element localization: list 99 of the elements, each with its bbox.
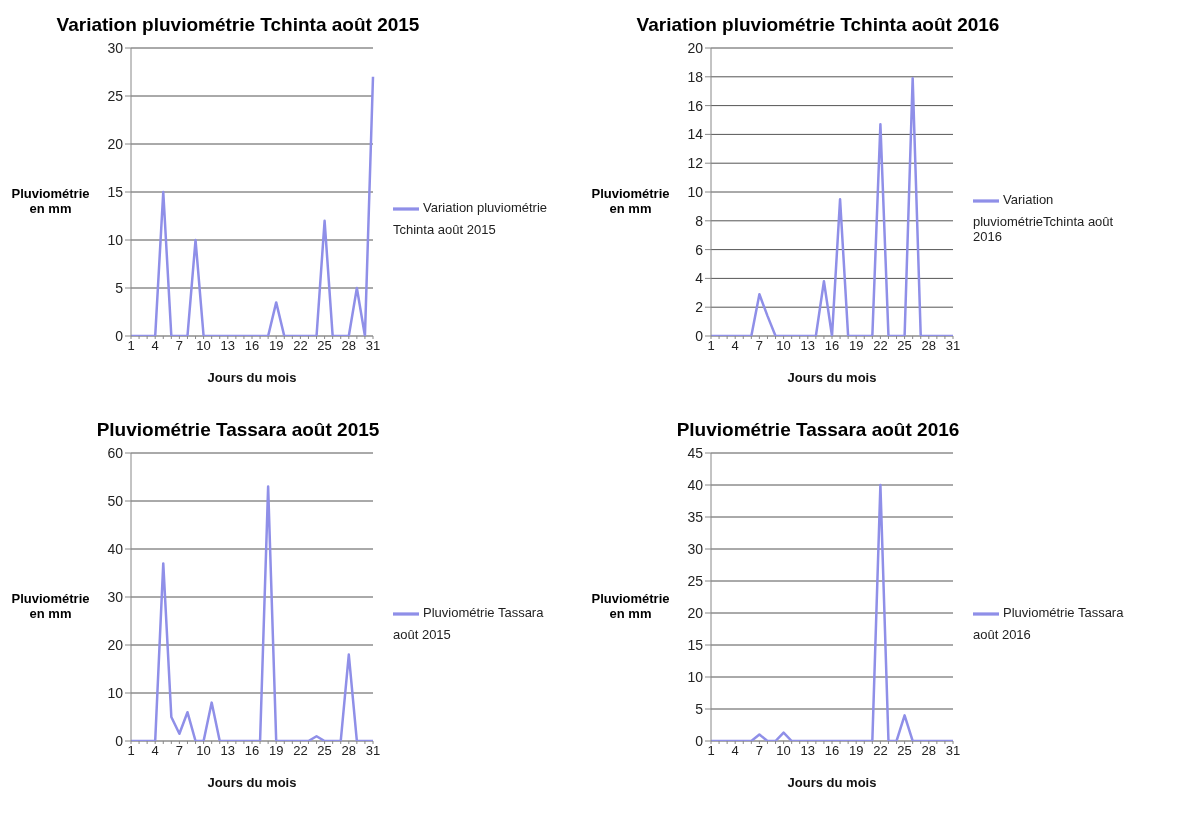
y-tick-label: 0: [695, 732, 704, 749]
legend-label: Pluviométrie Tassara août 2016: [973, 604, 1124, 642]
x-tick-label: 31: [945, 743, 961, 759]
x-tick-label: 1: [707, 743, 715, 759]
x-axis-title: Jours du mois: [207, 370, 297, 385]
y-axis-title: Pluviométrie en mm: [10, 186, 91, 216]
y-tick-label: 10: [107, 231, 124, 248]
x-tick-label: 28: [341, 338, 357, 354]
y-tick-label: 4: [695, 270, 704, 287]
y-axis-title: Pluviométrie en mm: [590, 591, 671, 621]
x-tick-label: 22: [293, 743, 308, 759]
y-tick-label: 12: [687, 155, 704, 172]
y-tick-label: 20: [687, 39, 704, 56]
x-tick-label: 7: [755, 743, 764, 759]
x-tick-label: 4: [731, 743, 739, 759]
y-tick-label: 50: [107, 492, 124, 509]
x-tick-label: 16: [244, 338, 260, 354]
x-tick-label: 1: [707, 338, 715, 354]
x-tick-label: 1: [127, 743, 135, 759]
chart-title: Variation pluviométrie Tchinta août 2016: [635, 14, 1001, 36]
y-tick-label: 0: [115, 327, 124, 344]
legend-label: Variation pluviométrieTchinta août 2016: [973, 192, 1114, 244]
x-tick-label: 25: [317, 743, 332, 759]
x-tick-label: 16: [824, 338, 840, 354]
y-tick-label: 18: [687, 68, 704, 85]
x-tick-label: 7: [755, 338, 764, 354]
y-tick-label: 20: [107, 636, 124, 653]
x-tick-label: 22: [873, 743, 888, 759]
x-tick-label: 16: [824, 743, 840, 759]
x-axis-title: Jours du mois: [787, 775, 877, 790]
line-series: [129, 485, 375, 741]
x-tick-label: 10: [776, 338, 791, 354]
chart-title: Pluviométrie Tassara août 2015: [95, 419, 381, 441]
y-tick-label: 8: [695, 212, 704, 229]
x-tick-label: 13: [220, 743, 236, 759]
y-tick-label: 30: [107, 588, 124, 605]
chart-title: Variation pluviométrie Tchinta août 2015: [55, 14, 421, 36]
legend-label: Variation pluviométrie Tchinta août 2015: [393, 199, 548, 237]
line-series: [709, 483, 955, 741]
y-tick-label: 40: [107, 540, 124, 557]
y-tick-label: 10: [687, 183, 704, 200]
line-series: [709, 76, 955, 336]
x-tick-label: 19: [848, 743, 864, 759]
x-tick-label: 16: [244, 743, 260, 759]
x-tick-label: 25: [317, 338, 332, 354]
legend-label: Pluviométrie Tassara août 2015: [393, 604, 544, 642]
x-tick-label: 31: [945, 338, 961, 354]
x-tick-label: 19: [268, 338, 284, 354]
y-tick-label: 2: [695, 299, 704, 316]
y-tick-label: 60: [107, 444, 124, 461]
x-tick-label: 10: [196, 338, 211, 354]
y-axis-title: Pluviométrie en mm: [10, 591, 91, 621]
y-tick-label: 25: [687, 572, 704, 589]
y-tick-label: 25: [107, 87, 124, 104]
y-tick-label: 5: [695, 700, 704, 717]
y-tick-label: 0: [115, 732, 124, 749]
y-tick-label: 0: [695, 327, 704, 344]
x-tick-label: 13: [220, 338, 236, 354]
x-axis-title: Jours du mois: [787, 370, 877, 385]
x-tick-label: 4: [151, 338, 159, 354]
chart-title: Pluviométrie Tassara août 2016: [675, 419, 961, 441]
y-tick-label: 14: [687, 126, 704, 143]
y-tick-label: 35: [687, 508, 704, 525]
y-tick-label: 15: [107, 183, 124, 200]
x-tick-label: 28: [921, 338, 937, 354]
y-tick-label: 16: [687, 97, 704, 114]
y-axis-title: Pluviométrie en mm: [590, 186, 671, 216]
x-tick-label: 13: [800, 743, 816, 759]
y-tick-label: 10: [687, 668, 704, 685]
x-tick-label: 13: [800, 338, 816, 354]
x-tick-label: 31: [365, 338, 381, 354]
y-tick-label: 6: [695, 241, 704, 258]
x-axis-title: Jours du mois: [207, 775, 297, 790]
y-tick-label: 30: [687, 540, 704, 557]
x-tick-label: 25: [897, 338, 912, 354]
y-tick-label: 40: [687, 476, 704, 493]
y-tick-label: 20: [687, 604, 704, 621]
x-tick-label: 7: [175, 743, 184, 759]
x-tick-label: 19: [268, 743, 284, 759]
x-tick-label: 22: [873, 338, 888, 354]
line-series: [129, 75, 375, 336]
x-tick-label: 4: [151, 743, 159, 759]
x-tick-label: 19: [848, 338, 864, 354]
x-tick-label: 22: [293, 338, 308, 354]
x-tick-label: 4: [731, 338, 739, 354]
x-tick-label: 10: [776, 743, 791, 759]
x-tick-label: 10: [196, 743, 211, 759]
x-tick-label: 31: [365, 743, 381, 759]
y-tick-label: 20: [107, 135, 124, 152]
y-tick-label: 45: [687, 444, 704, 461]
x-tick-label: 1: [127, 338, 135, 354]
x-tick-label: 7: [175, 338, 184, 354]
y-tick-label: 10: [107, 684, 124, 701]
x-tick-label: 28: [341, 743, 357, 759]
x-tick-label: 25: [897, 743, 912, 759]
y-tick-label: 5: [115, 279, 124, 296]
y-tick-label: 15: [687, 636, 704, 653]
x-tick-label: 28: [921, 743, 937, 759]
y-tick-label: 30: [107, 39, 124, 56]
